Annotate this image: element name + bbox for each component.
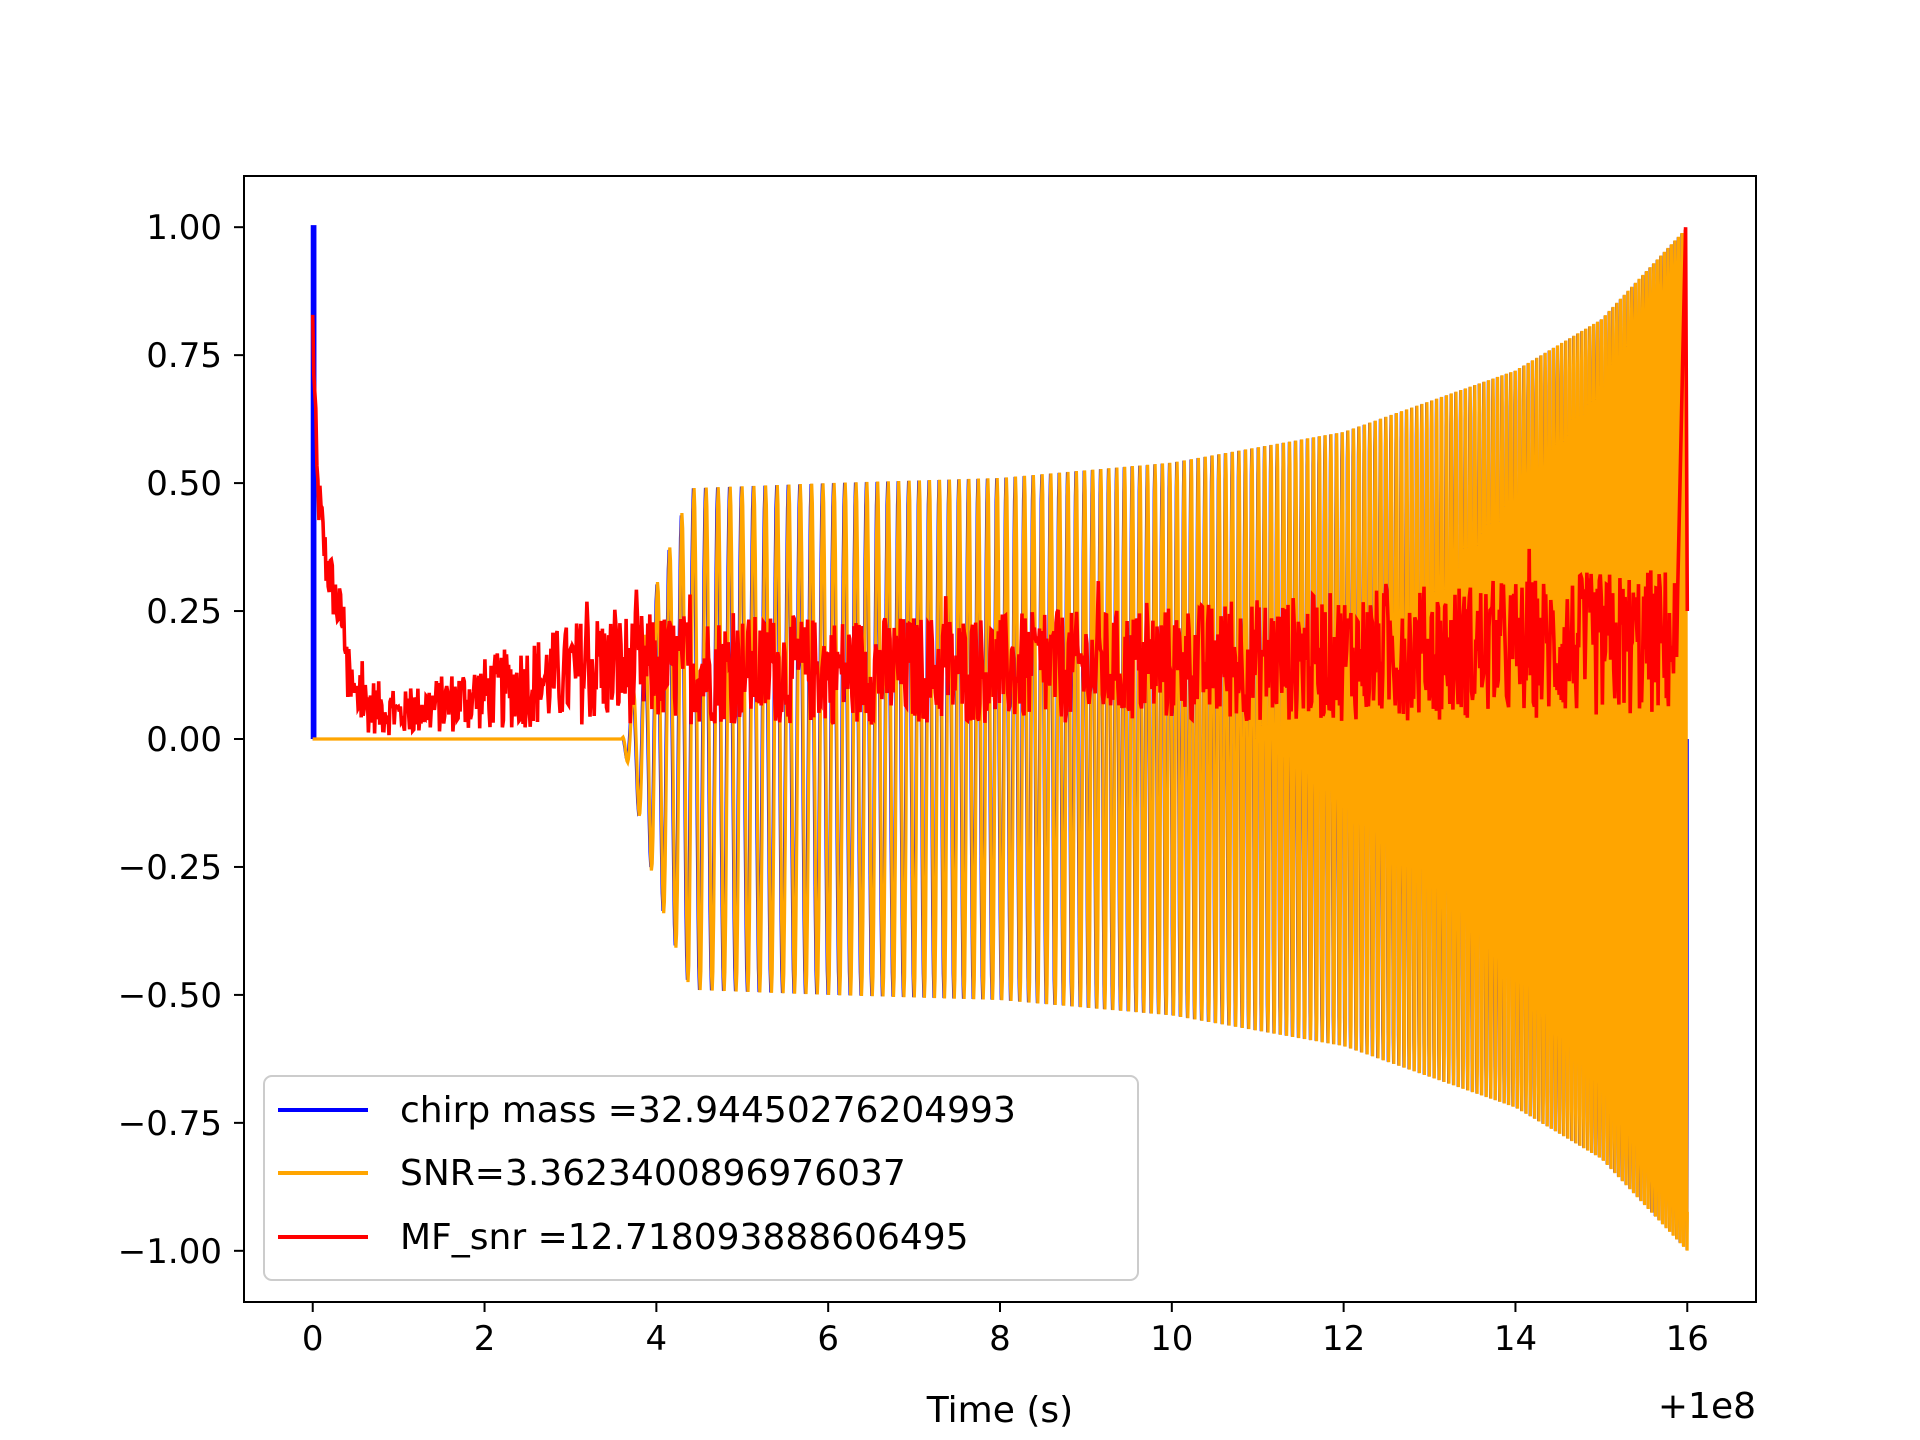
x-tick-label: 12	[1322, 1319, 1365, 1359]
legend: chirp mass =32.94450276204993 SNR=3.3623…	[263, 1075, 1139, 1281]
y-tick-label: −1.00	[118, 1232, 222, 1272]
y-tick-label: −0.25	[118, 848, 222, 888]
x-tick-label: 10	[1150, 1319, 1193, 1359]
y-tick-label: 0.00	[146, 720, 222, 760]
y-tick-label: 0.50	[146, 464, 222, 504]
series-layer	[310, 225, 1690, 1251]
series-mf-snr	[310, 227, 1690, 736]
y-tick-label: −0.50	[118, 976, 222, 1016]
legend-box	[263, 1075, 1139, 1281]
x-tick-label: 0	[302, 1319, 324, 1359]
x-axis-label: Time (s)	[926, 1390, 1073, 1431]
y-tick-label: 0.75	[146, 336, 222, 376]
x-offset-label: +1e8	[1658, 1386, 1756, 1427]
legend-label-snr: SNR=3.3623400896976037	[400, 1153, 906, 1194]
y-axis-ticks: 1.00 0.75 0.50 0.25 0.00 −0.25 −0.50 −0.75 −1.00	[118, 208, 244, 1272]
legend-label-chirp: chirp mass =32.94450276204993	[400, 1090, 1016, 1131]
x-tick-label: 6	[817, 1319, 839, 1359]
x-tick-label: 16	[1666, 1319, 1709, 1359]
x-tick-label: 8	[989, 1319, 1011, 1359]
series-snr	[312, 229, 1689, 1251]
x-tick-label: 14	[1494, 1319, 1537, 1359]
y-tick-label: 0.25	[146, 592, 222, 632]
legend-label-mfsnr: MF_snr =12.718093888606495	[400, 1217, 969, 1258]
series-chirp-spike	[310, 225, 317, 739]
y-tick-label: −0.75	[118, 1104, 222, 1144]
x-tick-label: 2	[474, 1319, 496, 1359]
y-tick-label: 1.00	[146, 208, 222, 248]
x-tick-label: 4	[646, 1319, 668, 1359]
x-axis-ticks: 0 2 4 6 8 10 12 14 16	[302, 1302, 1709, 1359]
